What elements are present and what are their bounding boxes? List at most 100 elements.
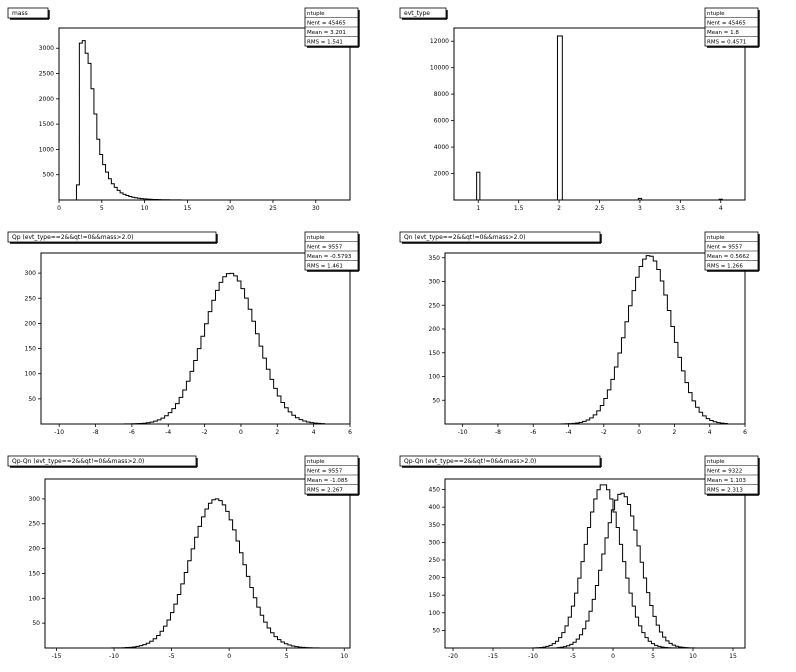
x-tick-label: 5 xyxy=(100,205,104,212)
histogram-series-2 xyxy=(556,492,702,648)
y-tick-label: 200 xyxy=(29,546,41,553)
histogram-series-1 xyxy=(532,484,678,648)
stats-mean: Mean = 3.201 xyxy=(307,30,346,36)
chart-panel-2: evt_type ntuple Nent = 45465 Mean = 1.8 RMS … xyxy=(399,7,760,212)
stats-header: ntuple xyxy=(307,459,325,465)
stats-mean: Mean = -1.085 xyxy=(307,478,348,484)
x-tick-label: 10 xyxy=(141,205,149,212)
stats-mean: Mean = 1.8 xyxy=(707,30,739,36)
x-tick-label: 10 xyxy=(689,653,697,660)
x-tick-label: -4 xyxy=(566,429,572,436)
x-tick-label: 3 xyxy=(638,205,642,212)
x-tick-label: -15 xyxy=(52,653,62,660)
chart-title: Qp-Qn (evt_type==2&&qt!=0&&mass>2.0) xyxy=(404,458,536,465)
x-tick-label: 1.5 xyxy=(514,205,524,212)
y-tick-label: 250 xyxy=(29,521,41,528)
y-tick-label: 8000 xyxy=(434,91,449,98)
chart-panel-4: Qn (evt_type==2&&qt!=0&&mass>2.0) ntuple N… xyxy=(399,231,760,436)
x-tick-label: -5 xyxy=(570,653,576,660)
chart-panel-3: Qp (evt_type==2&&qt!=0&&mass>2.0) ntuple N… xyxy=(7,231,360,436)
y-tick-label: 3000 xyxy=(39,45,54,52)
x-tick-label: 4 xyxy=(708,429,712,436)
chart-title: Qp-Qn (evt_type==2&&qt!=0&&mass>2.0) xyxy=(12,458,144,465)
stats-rms: RMS = 1.461 xyxy=(307,264,343,270)
stats-header: ntuple xyxy=(707,11,725,17)
x-tick-label: 0 xyxy=(239,429,243,436)
stats-header: ntuple xyxy=(707,235,725,241)
histogram-bar xyxy=(718,198,723,201)
x-tick-label: 1 xyxy=(476,205,480,212)
x-tick-label: 0 xyxy=(611,653,615,660)
stats-rms: RMS = 0.4571 xyxy=(707,40,746,46)
y-tick-label: 50 xyxy=(32,620,40,627)
x-tick-label: -20 xyxy=(448,653,458,660)
histogram-bar xyxy=(637,197,643,201)
x-tick-label: -4 xyxy=(165,429,171,436)
x-tick-label: -10 xyxy=(528,653,538,660)
y-tick-label: 2500 xyxy=(39,71,54,78)
title-box xyxy=(7,455,197,467)
x-tick-label: 25 xyxy=(269,205,277,212)
x-tick-label: -5 xyxy=(169,653,175,660)
plot-frame xyxy=(44,478,351,649)
y-tick-label: 200 xyxy=(25,320,37,327)
y-tick-label: 100 xyxy=(429,610,441,617)
title-box xyxy=(399,7,447,19)
stats-header: ntuple xyxy=(707,459,725,465)
y-tick-label: 300 xyxy=(429,279,441,286)
x-tick-label: -2 xyxy=(202,429,208,436)
y-tick-label: 150 xyxy=(429,592,441,599)
title-box xyxy=(399,231,601,243)
y-tick-label: 100 xyxy=(25,371,37,378)
y-tick-label: 100 xyxy=(29,595,41,602)
title-box xyxy=(7,7,49,19)
stats-header: ntuple xyxy=(307,11,325,17)
y-tick-label: 100 xyxy=(429,374,441,381)
y-tick-label: 250 xyxy=(25,295,37,302)
x-tick-label: 6 xyxy=(348,429,352,436)
x-tick-label: 5 xyxy=(285,653,289,660)
x-tick-label: 2 xyxy=(275,429,279,436)
y-tick-label: 150 xyxy=(429,350,441,357)
chart-panel-5: Qp-Qn (evt_type==2&&qt!=0&&mass>2.0) ntup… xyxy=(7,455,360,660)
x-tick-label: 20 xyxy=(226,205,234,212)
y-tick-label: 350 xyxy=(429,522,441,529)
chart-panel-6: Qp-Qn (evt_type==2&&qt!=0&&mass>2.0) ntup… xyxy=(399,455,760,660)
plot-frame xyxy=(40,252,351,425)
y-tick-label: 4000 xyxy=(434,144,449,151)
histogram-bar xyxy=(476,171,481,201)
x-tick-label: -10 xyxy=(458,429,468,436)
plot-frame xyxy=(444,252,746,425)
y-tick-label: 200 xyxy=(429,326,441,333)
y-tick-label: 200 xyxy=(429,575,441,582)
histogram-series-1 xyxy=(59,40,211,200)
stats-entries: Nent = 9557 xyxy=(307,469,343,475)
stats-entries: Nent = 45465 xyxy=(307,21,346,27)
x-tick-label: -2 xyxy=(601,429,607,436)
histogram-series-1 xyxy=(550,255,728,424)
x-tick-label: 0 xyxy=(57,205,61,212)
histogram-bar xyxy=(556,35,563,201)
y-tick-label: 350 xyxy=(429,255,441,262)
title-box xyxy=(7,231,217,243)
x-tick-label: 3.5 xyxy=(676,205,686,212)
y-tick-label: 450 xyxy=(429,487,441,494)
y-tick-label: 1500 xyxy=(39,121,54,128)
chart-title: Qn (evt_type==2&&qt!=0&&mass>2.0) xyxy=(404,234,525,241)
x-tick-label: -6 xyxy=(129,429,135,436)
y-tick-label: 10000 xyxy=(430,65,449,72)
histogram-series-1 xyxy=(90,498,323,648)
stats-entries: Nent = 9557 xyxy=(307,245,343,251)
x-tick-label: 4 xyxy=(312,429,316,436)
y-tick-label: 1000 xyxy=(39,146,54,153)
stats-rms: RMS = 2.267 xyxy=(307,488,343,494)
y-tick-label: 12000 xyxy=(430,38,449,45)
y-tick-label: 150 xyxy=(29,570,41,577)
stats-entries: Nent = 9557 xyxy=(707,245,743,251)
x-tick-label: 2.5 xyxy=(595,205,605,212)
x-tick-label: 6 xyxy=(743,429,747,436)
y-tick-label: 6000 xyxy=(434,118,449,125)
stats-mean: Mean = 1.103 xyxy=(707,478,746,484)
y-tick-label: 250 xyxy=(429,302,441,309)
